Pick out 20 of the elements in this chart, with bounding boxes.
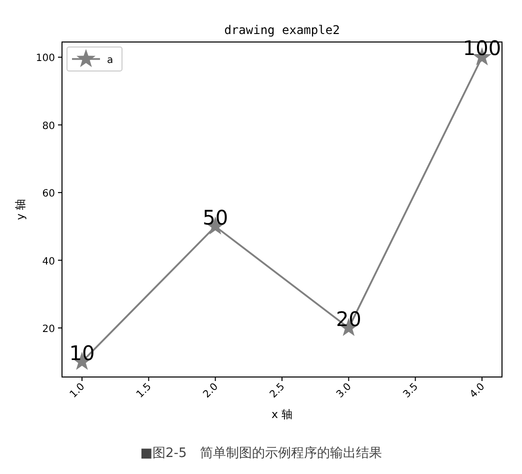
- y-tick-label: 40: [42, 256, 55, 268]
- x-tick-label: 1.0: [68, 381, 88, 400]
- y-tick-label: 20: [42, 324, 55, 335]
- text: ■图2-5 简单制图的示例程序的输出结果: [140, 445, 382, 461]
- x-tick-label: 4.0: [468, 381, 488, 400]
- x-axis-title: x 轴: [271, 408, 293, 421]
- x-tick-label: 3.5: [401, 381, 420, 400]
- y-tick-label: 80: [42, 120, 55, 132]
- y-axis-title: y 轴: [14, 198, 27, 220]
- y-tick-label: 100: [36, 53, 55, 64]
- x-tick-label: 2.5: [268, 381, 288, 400]
- y-tick-label: 60: [42, 188, 55, 200]
- x-tick-label: 1.5: [134, 381, 154, 400]
- x-tick-label: 2.0: [201, 381, 220, 400]
- chart-title: drawing example2: [224, 23, 340, 37]
- data-label: 50: [202, 205, 228, 230]
- x-tick-label: 3.0: [334, 381, 354, 400]
- legend-label: a: [107, 55, 114, 66]
- data-label: 10: [69, 340, 95, 365]
- data-label: 20: [336, 306, 362, 331]
